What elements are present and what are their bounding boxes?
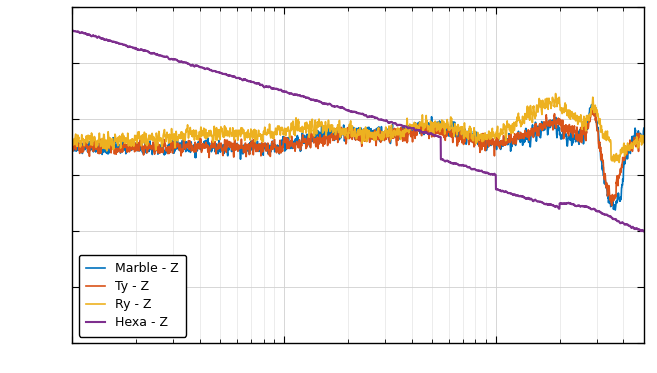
Ry - Z	[168, 129, 175, 134]
Ry - Z	[640, 137, 648, 142]
Ry - Z	[133, 137, 141, 142]
Marble - Z	[312, 137, 320, 141]
Marble - Z	[133, 143, 141, 147]
Marble - Z	[629, 135, 637, 140]
Hexa - Z	[312, 98, 320, 103]
Ty - Z	[168, 142, 175, 147]
Ty - Z	[640, 135, 648, 140]
Hexa - Z	[640, 229, 648, 234]
Ty - Z	[608, 204, 616, 208]
Hexa - Z	[629, 225, 637, 229]
Hexa - Z	[168, 57, 175, 61]
Ry - Z	[567, 111, 575, 116]
Ty - Z	[312, 142, 320, 146]
Marble - Z	[288, 140, 296, 145]
Ty - Z	[68, 145, 76, 150]
Ty - Z	[288, 140, 296, 144]
Ry - Z	[615, 160, 623, 165]
Hexa - Z	[567, 201, 575, 206]
Ty - Z	[588, 106, 596, 111]
Marble - Z	[611, 208, 619, 212]
Marble - Z	[640, 126, 648, 131]
Line: Marble - Z: Marble - Z	[72, 104, 644, 210]
Line: Ty - Z: Ty - Z	[72, 109, 644, 206]
Line: Ry - Z: Ry - Z	[72, 94, 644, 163]
Marble - Z	[589, 102, 597, 107]
Line: Hexa - Z: Hexa - Z	[72, 30, 644, 232]
Ry - Z	[312, 129, 320, 134]
Hexa - Z	[68, 28, 76, 32]
Hexa - Z	[133, 47, 141, 52]
Ry - Z	[629, 146, 637, 151]
Marble - Z	[68, 146, 76, 151]
Ry - Z	[552, 91, 560, 96]
Marble - Z	[567, 129, 575, 134]
Hexa - Z	[288, 91, 296, 95]
Ry - Z	[288, 121, 296, 125]
Marble - Z	[168, 142, 175, 147]
Hexa - Z	[640, 229, 648, 233]
Ry - Z	[68, 138, 76, 142]
Ty - Z	[629, 144, 637, 148]
Ty - Z	[133, 147, 141, 151]
Legend: Marble - Z, Ty - Z, Ry - Z, Hexa - Z: Marble - Z, Ty - Z, Ry - Z, Hexa - Z	[79, 255, 186, 337]
Ty - Z	[567, 128, 575, 132]
